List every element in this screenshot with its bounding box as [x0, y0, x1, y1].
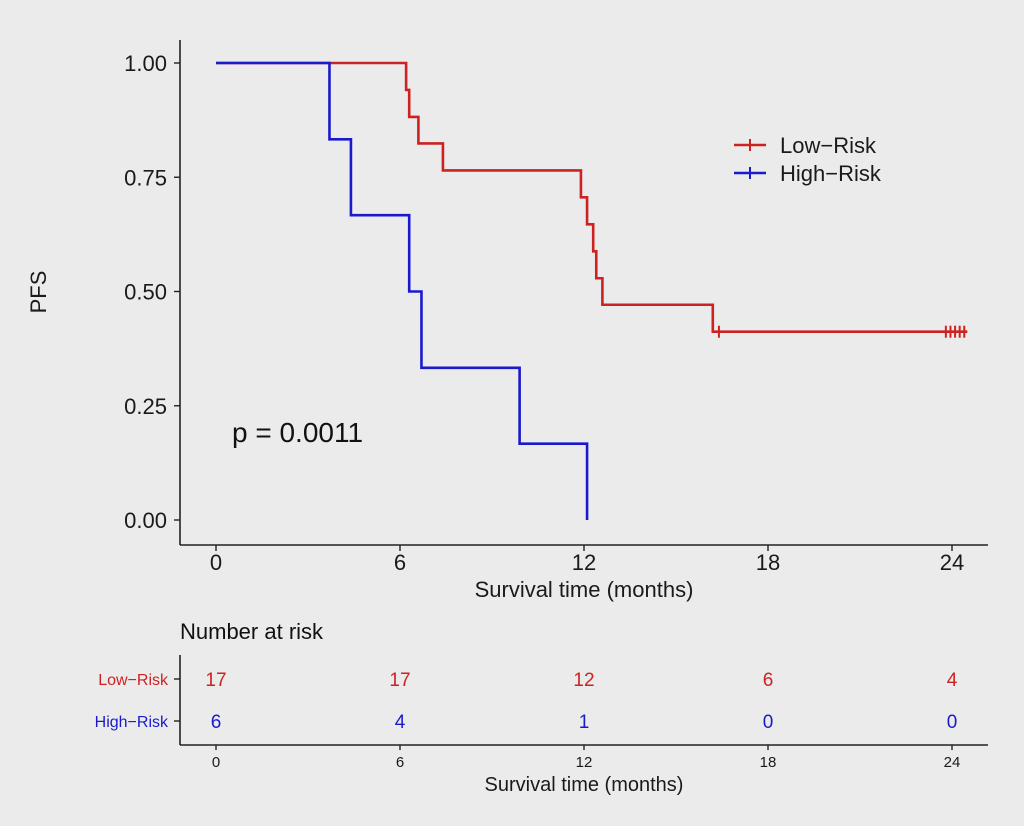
risk-table-title: Number at risk	[180, 619, 324, 644]
x-axis-title: Survival time (months)	[475, 577, 694, 602]
legend-label: Low−Risk	[780, 133, 877, 158]
risk-rows: Low−Risk 17 17 12 6 4 High−Risk 6 4 1 0 0	[95, 670, 958, 733]
risk-cell: 17	[389, 670, 410, 691]
risk-cell: 1	[579, 712, 590, 733]
y-tick-label: 0.50	[124, 280, 167, 305]
y-tick-label: 1.00	[124, 51, 167, 76]
km-curve-low-risk	[216, 61, 968, 334]
risk-x-tick-label: 24	[944, 754, 961, 771]
risk-cell: 6	[211, 712, 222, 733]
x-tick-label: 18	[756, 550, 780, 575]
risk-cell: 0	[763, 712, 774, 733]
x-ticks: 0 6 12 18 24	[210, 545, 964, 575]
legend-label: High−Risk	[780, 161, 882, 186]
risk-cell: 6	[763, 670, 774, 691]
legend: Low−Risk High−Risk	[734, 133, 882, 186]
x-tick-label: 6	[394, 550, 406, 575]
km-plot: 0.00 0.25 0.50 0.75 1.00 0 6 12 18 24 PFS Surviv…	[26, 40, 988, 602]
risk-cell: 4	[947, 670, 958, 691]
y-tick-label: 0.75	[124, 165, 167, 190]
risk-cell: 0	[947, 712, 958, 733]
risk-cell: 12	[573, 670, 594, 691]
risk-x-axis-title: Survival time (months)	[485, 774, 684, 796]
x-tick-label: 24	[940, 550, 964, 575]
risk-x-tick-label: 12	[576, 754, 593, 771]
risk-x-tick-label: 0	[212, 754, 220, 771]
y-tick-label: 0.25	[124, 394, 167, 419]
y-tick-label: 0.00	[124, 508, 167, 533]
risk-cell: 4	[395, 712, 406, 733]
risk-x-ticks: 0 6 12 18 24	[212, 745, 961, 771]
x-tick-label: 0	[210, 550, 222, 575]
risk-table: Number at risk Low−Risk 17 17 12 6 4 High−Risk…	[95, 619, 988, 796]
km-curves	[216, 61, 968, 520]
km-curve-high-risk	[216, 61, 589, 520]
y-ticks: 0.00 0.25 0.50 0.75 1.00	[124, 51, 180, 533]
risk-x-tick-label: 6	[396, 754, 404, 771]
risk-cell: 17	[205, 670, 226, 691]
risk-x-tick-label: 18	[760, 754, 777, 771]
x-tick-label: 12	[572, 550, 596, 575]
risk-row-label: Low−Risk	[98, 672, 169, 689]
p-value-annotation: p = 0.0011	[232, 417, 363, 448]
risk-row-label: High−Risk	[95, 714, 169, 731]
y-axis-title: PFS	[26, 271, 51, 314]
